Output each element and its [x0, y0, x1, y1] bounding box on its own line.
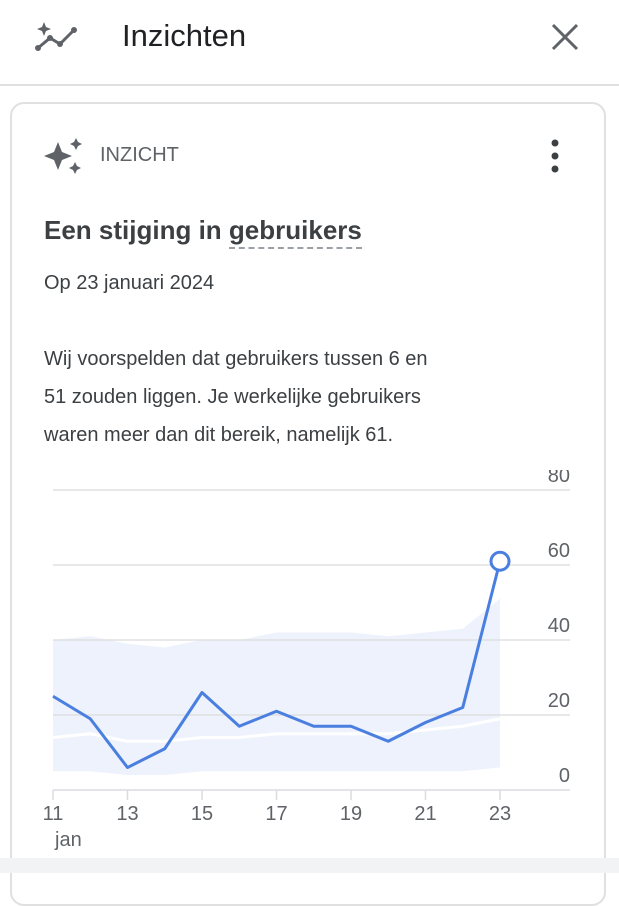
x-tick-label: 17 — [265, 803, 287, 825]
description-line: Wij voorspelden dat gebruikers tussen 6 … — [44, 348, 428, 370]
y-tick-label: 60 — [548, 540, 570, 562]
bottom-strip — [0, 858, 619, 873]
metric-link[interactable]: gebruikers — [228, 215, 362, 249]
prediction-band — [53, 598, 500, 775]
card-description: Wij voorspelden dat gebruikers tussen 6 … — [44, 340, 428, 454]
x-month-label: jan — [54, 829, 82, 851]
insights-icon — [35, 22, 77, 51]
description-line: 51 zouden liggen. Je werkelijke gebruike… — [44, 386, 421, 408]
sparkle-icon — [44, 138, 82, 174]
more-menu[interactable] — [545, 138, 565, 174]
card-label: INZICHT — [100, 144, 179, 166]
y-tick-label: 20 — [548, 690, 570, 712]
y-tick-label: 0 — [559, 765, 570, 787]
y-tick-label: 80 — [548, 470, 570, 487]
header: Inzichten — [0, 0, 619, 86]
anomaly-point — [489, 550, 511, 572]
actual-line — [52, 560, 502, 769]
header-title: Inzichten — [122, 18, 247, 53]
x-tick-label: 19 — [340, 803, 362, 825]
x-tick-label: 15 — [191, 803, 213, 825]
expected-line — [52, 717, 501, 743]
x-tick-label: 23 — [489, 803, 511, 825]
close-button[interactable] — [550, 22, 580, 52]
y-tick-label: 40 — [548, 615, 570, 637]
x-tick-label: 13 — [116, 803, 138, 825]
description-line: waren meer dan dit bereik, namelijk 61. — [44, 424, 394, 446]
card-title: Een stijging in gebruikers — [44, 215, 362, 249]
title-text: Een stijging in — [44, 215, 222, 245]
x-tick-label: 11 — [43, 803, 64, 825]
card-date: Op 23 januari 2024 — [44, 272, 215, 294]
chart: 0 20 40 60 80 11 13 15 17 19 21 23 jan — [43, 470, 570, 851]
x-tick-label: 21 — [414, 803, 436, 825]
